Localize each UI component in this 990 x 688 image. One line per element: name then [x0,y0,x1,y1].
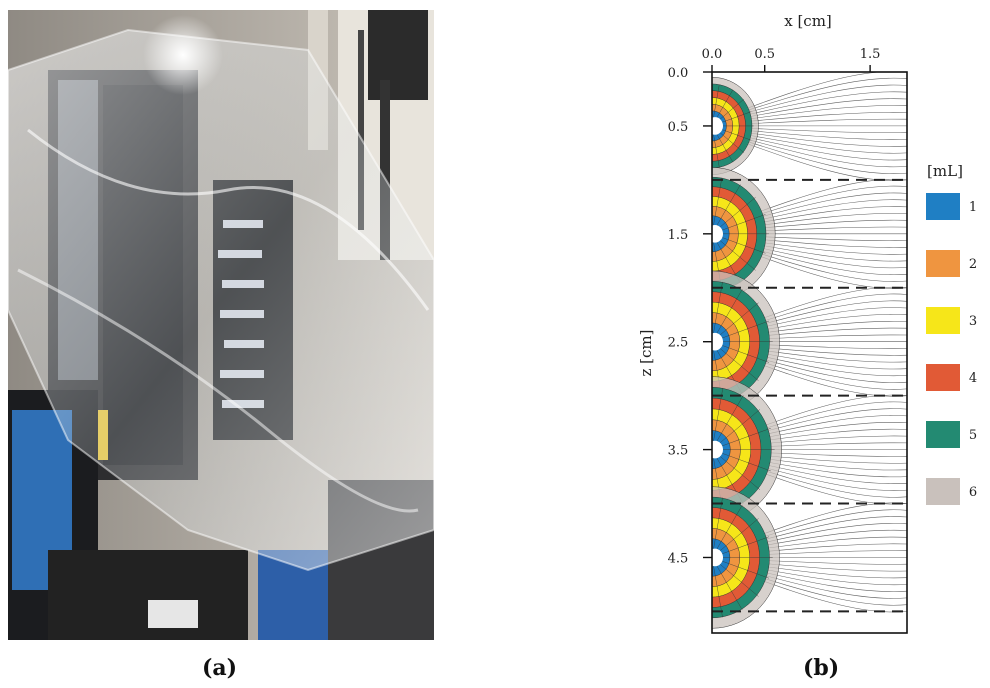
layer-boundaries [712,178,907,613]
front-segment-line [717,562,759,597]
front-segment-line [719,128,752,141]
legend-label-6: 6 [969,485,977,500]
front-segment-line [719,536,770,555]
front-segment-line [717,346,759,381]
front-segment-line [719,236,766,254]
photo-experimental-setup [8,10,434,640]
front-segment-line [715,184,741,227]
x-tick-label: 1.5 [860,47,881,62]
legend-label-5: 5 [969,428,977,443]
front-segment-line [717,98,745,121]
emitter-source [712,440,723,459]
front-segment-line [717,409,761,445]
z-tick-label: 1.5 [668,228,689,243]
z-tick-label: 0.5 [668,120,689,135]
legend-swatch-1 [926,193,960,220]
wetting-front-1 [712,77,759,175]
front-segment-line [717,518,759,553]
front-segment-line [715,89,734,120]
legend-swatch-2 [926,250,960,277]
x-axis: 0.0 0.5 1.5 [702,47,881,72]
front-segment-line [713,177,723,226]
wetting-front-4 [712,376,782,523]
emitter-source [712,225,723,243]
legend-swatch-5 [926,421,960,448]
front-segment-line [715,504,743,551]
front-segment-line [713,84,720,119]
legend-swatch-3 [926,307,960,334]
z-tick-label: 4.5 [668,551,689,566]
emitter-source [712,332,723,351]
front-segment-line [713,565,723,618]
emitter-source [712,548,723,567]
front-segment-line [715,564,743,611]
front-segment-line [713,387,724,442]
wetting-front-5 [712,486,780,629]
wetting-front-3 [712,270,780,413]
front-segment-line [719,344,770,363]
legend-swatch-6 [926,478,960,505]
legend-label-4: 4 [969,371,977,386]
x-axis-label: x [cm] [784,12,832,30]
legend-swatch-4 [926,364,960,391]
legend-label-2: 2 [969,257,977,272]
plot-frame [711,71,908,634]
front-segment-line [719,452,771,472]
front-segment-line [719,560,770,579]
legend-title: [mL] [927,162,963,180]
legend-label-3: 3 [969,314,977,329]
front-segment-line [713,281,723,334]
wetting-fronts [712,77,782,629]
z-tick-label: 2.5 [668,336,689,351]
wetting-front-2 [712,167,776,301]
wall-pipes [368,10,428,100]
x-tick-label: 0.5 [754,47,775,62]
front-segment-line [719,214,766,232]
z-axis-label: z [cm] [637,330,655,377]
front-segment-line [715,395,744,443]
legend: [mL] 1 2 3 4 5 6 [926,162,977,505]
light-glare [143,15,223,95]
front-segment-line [717,130,745,153]
front-segment-line [717,454,761,490]
caption-b: (b) [803,655,840,681]
z-tick-label: 0.0 [668,66,689,81]
front-segment-line [713,133,720,168]
front-segment-line [715,132,734,163]
front-segment-line [717,197,756,229]
front-segment-line [719,320,770,340]
z-tick-label: 3.5 [668,444,689,459]
front-segment-line [719,427,771,448]
legend-label-1: 1 [969,200,977,215]
caption-a: (a) [202,655,238,681]
front-segment-line [719,111,752,124]
front-segment-line [715,289,743,335]
contour-figure: 0.0 0.5 1.5 0.0 0.5 1.5 2.5 3.5 4.5 x [cm] z [c… [590,0,990,650]
emitter-source [712,117,723,135]
z-axis: 0.0 0.5 1.5 2.5 3.5 4.5 [668,66,712,566]
front-segment-line [717,302,759,337]
front-segment-line [713,497,723,550]
x-tick-label: 0.0 [702,47,723,62]
contour-plot: 0.0 0.5 1.5 0.0 0.5 1.5 2.5 3.5 4.5 x [cm] z [c… [637,12,977,634]
front-segment-line [717,238,756,271]
